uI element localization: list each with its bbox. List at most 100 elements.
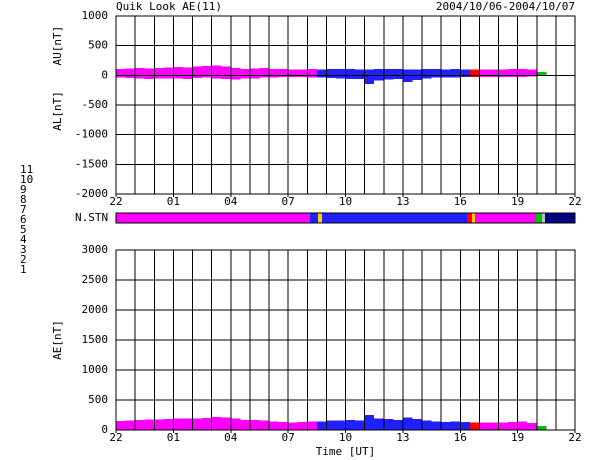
- ae-bar: [374, 418, 384, 430]
- y-axis-label: AL[nT]: [51, 91, 64, 131]
- ae-bar: [355, 420, 365, 430]
- au-al-bar: [240, 68, 250, 79]
- y-tick-label: 2500: [82, 273, 109, 286]
- au-al-bar: [517, 68, 528, 78]
- ae-bar: [144, 419, 155, 430]
- x-tick-label: 16: [454, 431, 467, 444]
- station-legend-entry: 10: [20, 173, 33, 186]
- au-al-bar: [498, 69, 509, 77]
- y-tick-label: -1500: [75, 157, 108, 170]
- station-legend-entry: 5: [20, 223, 27, 236]
- ae-bar: [469, 422, 480, 430]
- station-legend-entry: 1: [20, 263, 27, 276]
- y-tick-label: 500: [88, 393, 108, 406]
- au-al-bar: [441, 69, 451, 78]
- au-al-bar: [307, 69, 317, 78]
- plot-frame: [115, 249, 576, 431]
- x-tick-label: 07: [282, 195, 295, 208]
- au-al-bar: [116, 68, 126, 78]
- station-legend-entry: 4: [20, 233, 27, 246]
- station-legend-entry: 6: [20, 213, 27, 226]
- y-tick-label: 0: [101, 68, 108, 81]
- ae-bar: [297, 422, 308, 430]
- ae-bar: [412, 419, 422, 430]
- au-al-bar: [431, 69, 442, 78]
- ae-bar: [240, 420, 250, 430]
- ae-bar: [221, 417, 231, 430]
- station-segment: [317, 213, 322, 223]
- ae-bar: [508, 421, 518, 430]
- au-al-bar: [202, 65, 212, 78]
- station-segment: [321, 213, 467, 223]
- x-tick-label: 13: [396, 431, 409, 444]
- ae-bar: [527, 422, 537, 430]
- x-tick-label: 07: [282, 431, 295, 444]
- au-al-bar: [508, 69, 518, 78]
- au-al-bar: [154, 67, 164, 79]
- y-tick-label: -500: [82, 98, 109, 111]
- ae-bar: [364, 415, 375, 430]
- y-tick-label: -2000: [75, 187, 108, 200]
- date-range: 2004/10/06-2004/10/07: [436, 0, 575, 13]
- x-tick-label: 01: [167, 431, 180, 444]
- y-tick-label: 1000: [82, 363, 109, 376]
- au-al-bar: [278, 69, 289, 78]
- station-segment: [541, 213, 545, 223]
- au-al-bar: [230, 68, 241, 80]
- au-al-bar: [259, 68, 269, 78]
- ae-bar: [517, 421, 528, 430]
- au-al-bar: [211, 65, 222, 79]
- ae-bar: [393, 420, 403, 430]
- ae-bar: [192, 418, 203, 430]
- station-legend-entry: 8: [20, 193, 27, 206]
- au-al-bar: [469, 69, 480, 78]
- ae-bar: [249, 420, 260, 430]
- ae-bar: [135, 419, 145, 430]
- x-tick-label: 04: [224, 431, 238, 444]
- station-legend-entry: 7: [20, 203, 27, 216]
- ae-bar: [422, 420, 432, 430]
- ae-bar: [230, 418, 241, 430]
- x-tick-label: 01: [167, 195, 180, 208]
- ae-bar: [202, 418, 212, 430]
- y-tick-label: 1500: [82, 333, 109, 346]
- ae-bar: [431, 421, 442, 430]
- au-al-bar: [269, 68, 279, 78]
- au-al-bar: [297, 69, 308, 78]
- station-segment: [544, 213, 575, 223]
- au-al-bar: [125, 68, 136, 79]
- ae-bar: [326, 420, 336, 430]
- ae-bar: [259, 420, 269, 430]
- x-tick-label: 22: [109, 195, 122, 208]
- au-al-bar: [364, 69, 375, 85]
- au-al-bar: [393, 69, 403, 79]
- ae-bar: [307, 421, 317, 430]
- station-bar-label: N.STN: [75, 211, 108, 224]
- ae-bar: [182, 418, 193, 430]
- ae-bar: [488, 422, 499, 430]
- station-legend-entry: 11: [20, 163, 33, 176]
- y-axis-label: AE[nT]: [51, 320, 64, 360]
- ae-bar: [211, 417, 222, 430]
- ae-bar: [479, 422, 489, 430]
- plot-frame: [115, 15, 576, 195]
- y-tick-label: 3000: [82, 243, 109, 256]
- y-tick-label: 0: [101, 423, 108, 436]
- au-al-bar: [316, 69, 327, 78]
- ae-bar: [278, 421, 289, 430]
- ae-bar: [269, 421, 279, 430]
- ae-bar: [288, 422, 298, 430]
- ae-bar: [460, 422, 470, 430]
- x-tick-label: 04: [224, 195, 238, 208]
- au-al-bar: [536, 71, 547, 76]
- ae-bar: [450, 421, 461, 430]
- au-al-bar: [488, 69, 499, 77]
- au-al-bar: [527, 69, 537, 77]
- au-al-bar: [326, 68, 336, 79]
- station-bar-frame: [115, 212, 576, 224]
- ae-bar: [125, 420, 136, 430]
- ae-bar: [173, 418, 183, 430]
- au-al-bar: [422, 68, 432, 79]
- y-tick-label: 2000: [82, 303, 109, 316]
